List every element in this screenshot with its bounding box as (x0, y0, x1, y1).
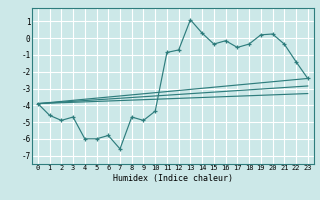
X-axis label: Humidex (Indice chaleur): Humidex (Indice chaleur) (113, 174, 233, 183)
